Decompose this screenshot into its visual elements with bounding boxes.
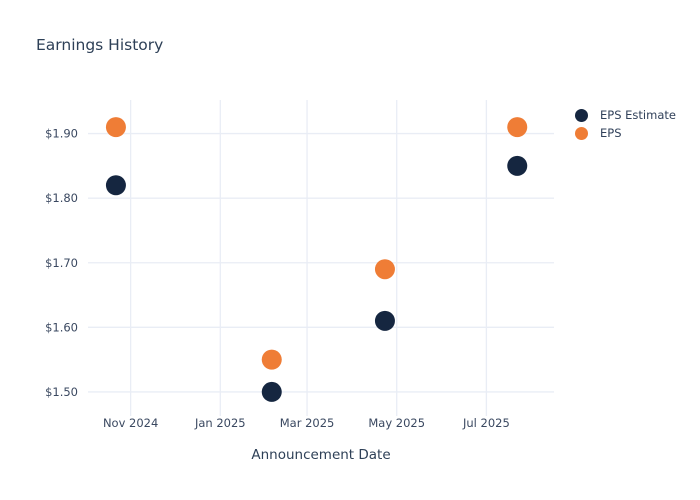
data-point-eps-estimate [261,381,282,402]
y-tick-label: $1.80 [45,191,78,205]
x-tick-label: Nov 2024 [103,416,158,430]
data-point-eps [261,349,282,370]
data-point-eps-estimate [507,155,528,176]
data-point-eps-estimate [105,175,126,196]
legend-item-eps[interactable]: EPS [575,124,676,142]
legend-label-eps-estimate: EPS Estimate [600,108,676,122]
data-point-eps [105,117,126,138]
data-point-eps [507,117,528,138]
chart-title: Earnings History [36,36,164,54]
x-tick-label: May 2025 [368,416,425,430]
y-tick-label: $1.60 [45,320,78,334]
y-tick-label: $1.50 [45,385,78,399]
legend-label-eps: EPS [600,126,622,140]
x-tick-label: Jan 2025 [194,416,246,430]
eps-marker-icon [575,126,588,140]
y-tick-label: $1.70 [45,256,78,270]
data-point-eps-estimate [374,310,395,331]
eps-estimate-marker-icon [575,108,588,122]
legend: EPS Estimate EPS [575,106,676,142]
x-axis-title: Announcement Date [251,447,391,463]
x-tick-label: Jul 2025 [462,416,510,430]
data-point-eps [374,259,395,280]
y-tick-label: $1.90 [45,127,78,141]
x-tick-label: Mar 2025 [280,416,335,430]
legend-item-eps-estimate[interactable]: EPS Estimate [575,106,676,124]
